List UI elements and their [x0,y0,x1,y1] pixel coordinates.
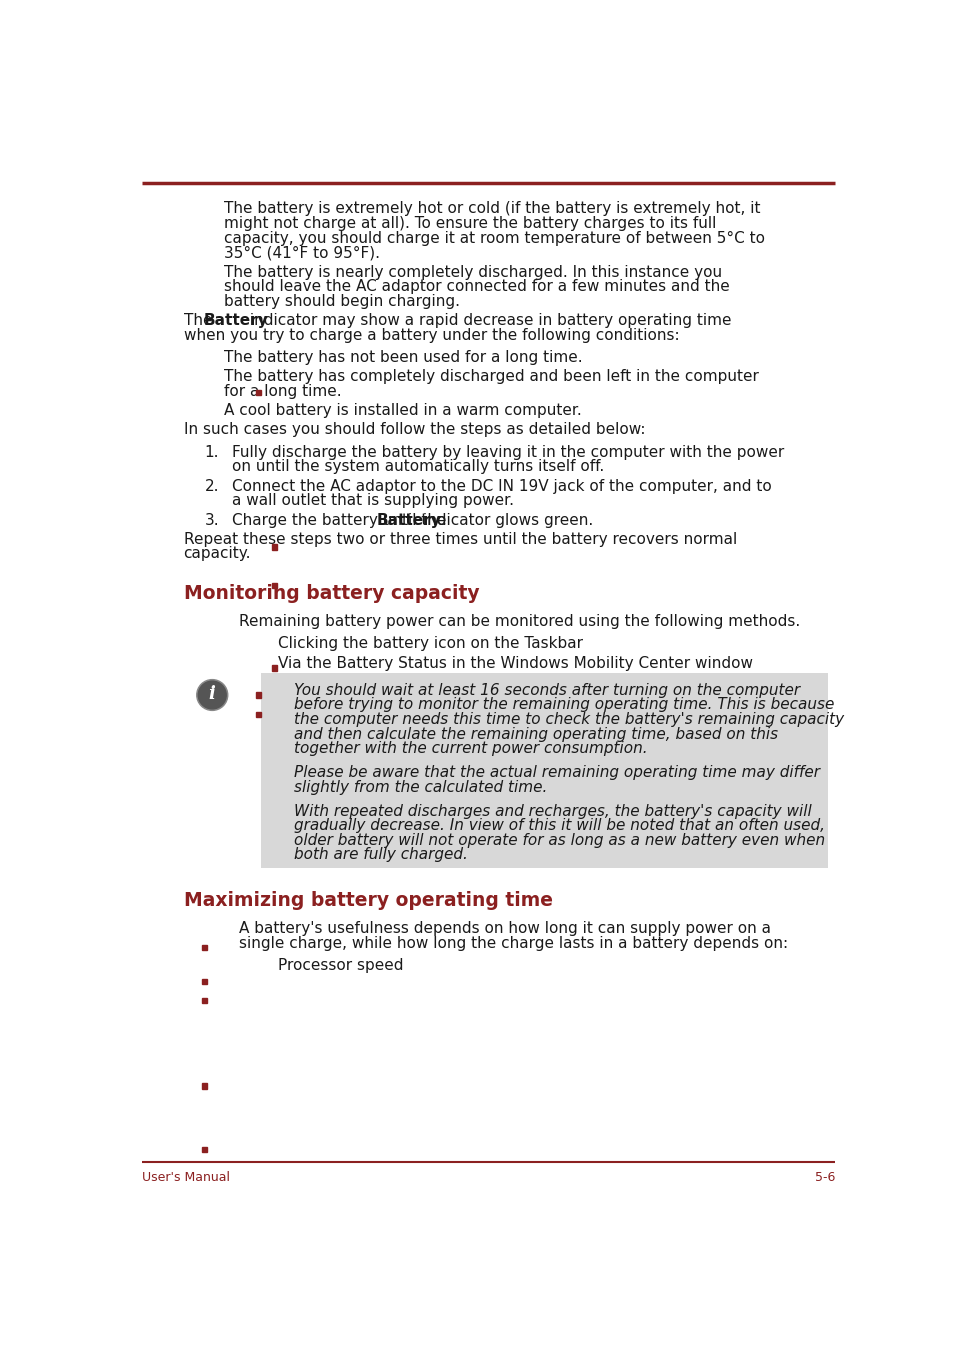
Text: battery should begin charging.: battery should begin charging. [224,293,459,309]
Text: 35°C (41°F to 95°F).: 35°C (41°F to 95°F). [224,245,379,261]
Text: Charge the battery until the: Charge the battery until the [232,512,451,527]
Bar [202,1147,207,1153]
Text: capacity, you should charge it at room temperature of between 5°C to: capacity, you should charge it at room t… [224,231,764,246]
Text: Please be aware that the actual remaining operating time may differ: Please be aware that the actual remainin… [294,765,819,780]
Bar [272,545,276,550]
Circle shape [196,679,228,710]
Text: 3.: 3. [204,512,219,527]
Text: Processor speed: Processor speed [278,959,403,974]
Text: both are fully charged.: both are fully charged. [294,847,467,862]
Text: indicator glows green.: indicator glows green. [417,512,593,527]
Text: 2.: 2. [204,479,219,494]
Text: The battery has not been used for a long time.: The battery has not been used for a long… [224,350,582,364]
Text: The battery is extremely hot or cold (if the battery is extremely hot, it: The battery is extremely hot or cold (if… [224,202,760,217]
Text: A battery's usefulness depends on how long it can supply power on a: A battery's usefulness depends on how lo… [239,921,771,936]
Text: Maximizing battery operating time: Maximizing battery operating time [183,892,552,911]
Text: The battery is nearly completely discharged. In this instance you: The battery is nearly completely dischar… [224,265,721,280]
Text: Remaining battery power can be monitored using the following methods.: Remaining battery power can be monitored… [239,615,800,629]
Text: should leave the AC adaptor connected for a few minutes and the: should leave the AC adaptor connected fo… [224,280,729,295]
Text: User's Manual: User's Manual [142,1171,231,1185]
Bar [255,693,261,698]
Bar [255,712,261,717]
Circle shape [198,681,226,709]
Text: The: The [183,313,216,328]
Bar [255,390,261,395]
Text: slightly from the calculated time.: slightly from the calculated time. [294,780,546,795]
Text: Fully discharge the battery by leaving it in the computer with the power: Fully discharge the battery by leaving i… [232,445,783,460]
Bar [202,998,207,1003]
Text: for a long time.: for a long time. [224,383,341,399]
Text: A cool battery is installed in a warm computer.: A cool battery is installed in a warm co… [224,404,581,418]
Text: older battery will not operate for as long as a new battery even when: older battery will not operate for as lo… [294,833,824,847]
Text: With repeated discharges and recharges, the battery's capacity will: With repeated discharges and recharges, … [294,803,810,819]
Text: In such cases you should follow the steps as detailed below:: In such cases you should follow the step… [183,422,644,437]
Text: Connect the AC adaptor to the DC IN 19V jack of the computer, and to: Connect the AC adaptor to the DC IN 19V … [232,479,771,494]
Text: Repeat these steps two or three times until the battery recovers normal: Repeat these steps two or three times un… [183,531,736,547]
Text: Battery: Battery [375,512,440,527]
Text: 1.: 1. [204,445,219,460]
Text: and then calculate the remaining operating time, based on this: and then calculate the remaining operati… [294,726,777,741]
Text: 5-6: 5-6 [814,1171,835,1185]
Bar [202,979,207,985]
Text: Via the Battery Status in the Windows Mobility Center window: Via the Battery Status in the Windows Mo… [278,656,752,671]
Bar [272,582,276,588]
Text: on until the system automatically turns itself off.: on until the system automatically turns … [232,460,603,475]
Text: before trying to monitor the remaining operating time. This is because: before trying to monitor the remaining o… [294,697,833,713]
Text: The battery has completely discharged and been left in the computer: The battery has completely discharged an… [224,370,758,385]
FancyBboxPatch shape [261,674,827,869]
Bar [272,666,276,671]
Text: i: i [209,685,215,703]
Text: when you try to charge a battery under the following conditions:: when you try to charge a battery under t… [183,328,679,343]
Text: might not charge at all). To ensure the battery charges to its full: might not charge at all). To ensure the … [224,217,716,231]
Text: gradually decrease. In view of this it will be noted that an often used,: gradually decrease. In view of this it w… [294,818,823,833]
Text: Monitoring battery capacity: Monitoring battery capacity [183,584,478,603]
Text: the computer needs this time to check the battery's remaining capacity: the computer needs this time to check th… [294,712,842,726]
Text: Battery: Battery [203,313,268,328]
Text: single charge, while how long the charge lasts in a battery depends on:: single charge, while how long the charge… [239,936,788,951]
Text: a wall outlet that is supplying power.: a wall outlet that is supplying power. [232,494,513,508]
Text: You should wait at least 16 seconds after turning on the computer: You should wait at least 16 seconds afte… [294,683,799,698]
Text: Clicking the battery icon on the Taskbar: Clicking the battery icon on the Taskbar [278,636,582,651]
Text: capacity.: capacity. [183,546,251,561]
Text: together with the current power consumption.: together with the current power consumpt… [294,741,646,756]
Bar [202,1084,207,1089]
Bar [202,946,207,951]
Text: indicator may show a rapid decrease in battery operating time: indicator may show a rapid decrease in b… [245,313,731,328]
